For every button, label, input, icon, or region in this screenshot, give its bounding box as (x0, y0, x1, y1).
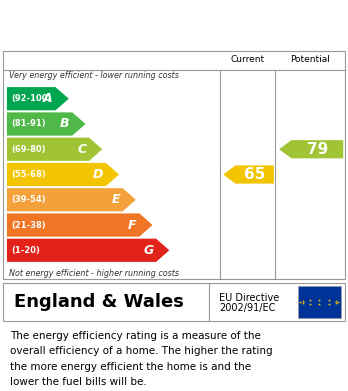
Text: the more energy efficient the home is and the: the more energy efficient the home is an… (10, 362, 252, 371)
Text: lower the fuel bills will be.: lower the fuel bills will be. (10, 377, 147, 387)
Text: Not energy efficient - higher running costs: Not energy efficient - higher running co… (9, 269, 179, 278)
Text: C: C (77, 143, 86, 156)
Text: F: F (128, 219, 136, 231)
Text: (1-20): (1-20) (11, 246, 40, 255)
Polygon shape (7, 112, 86, 136)
Polygon shape (7, 213, 152, 237)
Text: Energy Efficiency Rating: Energy Efficiency Rating (9, 25, 238, 43)
Text: G: G (143, 244, 153, 257)
Polygon shape (7, 163, 119, 186)
Polygon shape (223, 165, 274, 184)
Bar (298, 285, 341, 318)
Text: A: A (43, 92, 53, 105)
Text: (55-68): (55-68) (11, 170, 46, 179)
Text: England & Wales: England & Wales (14, 293, 184, 311)
Text: (92-100): (92-100) (11, 94, 52, 103)
Text: Potential: Potential (290, 55, 330, 64)
Text: 79: 79 (307, 142, 328, 157)
Text: Very energy efficient - lower running costs: Very energy efficient - lower running co… (9, 71, 179, 80)
Polygon shape (7, 239, 169, 262)
Text: B: B (60, 117, 70, 131)
Text: (69-80): (69-80) (11, 145, 46, 154)
Polygon shape (279, 140, 343, 158)
Text: Current: Current (230, 55, 264, 64)
Text: 2002/91/EC: 2002/91/EC (219, 303, 276, 313)
Text: D: D (93, 168, 103, 181)
Text: 65: 65 (244, 167, 266, 182)
Text: overall efficiency of a home. The higher the rating: overall efficiency of a home. The higher… (10, 346, 273, 356)
Text: (21-38): (21-38) (11, 221, 46, 230)
Text: EU Directive: EU Directive (219, 293, 279, 303)
Text: The energy efficiency rating is a measure of the: The energy efficiency rating is a measur… (10, 331, 261, 341)
Text: (39-54): (39-54) (11, 195, 46, 204)
Polygon shape (7, 188, 136, 212)
Polygon shape (7, 87, 69, 110)
Text: (81-91): (81-91) (11, 120, 46, 129)
Polygon shape (7, 138, 102, 161)
Text: E: E (111, 193, 120, 206)
